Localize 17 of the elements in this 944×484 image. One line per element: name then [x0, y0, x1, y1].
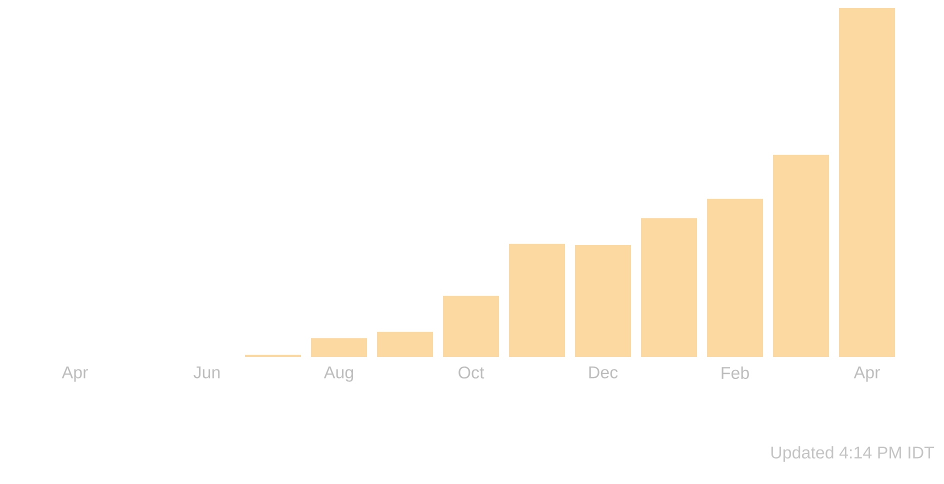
bar — [443, 296, 500, 357]
text: Updated 4:14 PM IDT — [771, 446, 934, 462]
bar — [509, 244, 566, 357]
bar — [641, 218, 698, 357]
x-tick-label: Oct — [458, 366, 484, 379]
x-tick-label: Apr — [854, 366, 880, 382]
bar — [377, 332, 434, 357]
bar — [311, 338, 368, 357]
bar — [773, 154, 830, 357]
x-tick-label: Apr — [62, 366, 88, 382]
x-tick-label: Feb — [722, 366, 749, 380]
bar — [839, 8, 896, 357]
bar — [707, 198, 764, 357]
x-tick-label: Aug — [324, 366, 354, 382]
x-tick-label: Jun — [194, 366, 220, 378]
bar — [575, 244, 632, 357]
x-tick-label: Dec — [589, 366, 618, 378]
